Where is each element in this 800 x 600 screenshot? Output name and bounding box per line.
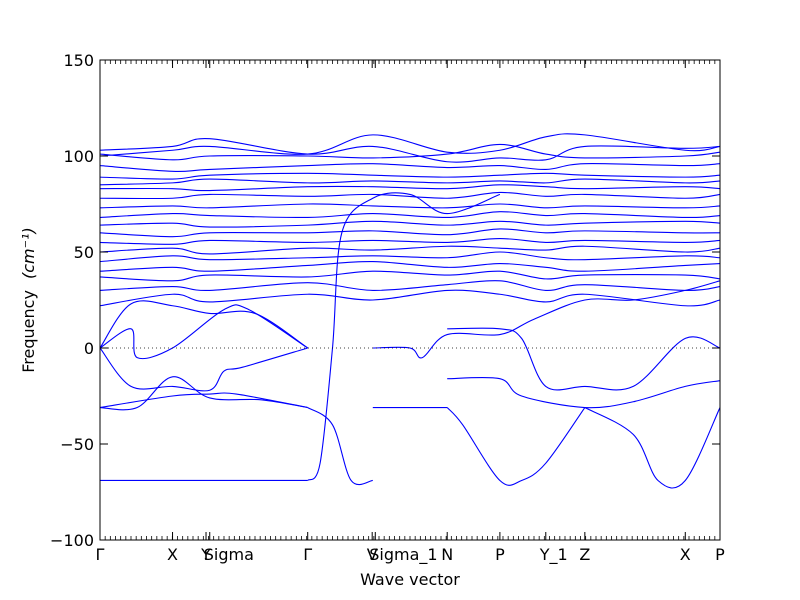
band-line-16 <box>100 270 720 282</box>
band-line-18 <box>100 251 720 263</box>
band-line-2 <box>307 407 373 486</box>
band-line-5 <box>584 407 720 489</box>
x-tick-label: Γ <box>303 545 312 564</box>
band-line-21 <box>100 228 720 238</box>
x-tick-label: P <box>495 545 505 564</box>
y-axis-label-unit: (cm⁻¹) <box>19 227 38 279</box>
band-line-14 <box>100 289 720 307</box>
y-axis-label-text: Frequency <box>19 290 38 373</box>
band-line-7 <box>100 376 308 411</box>
x-tick-label: Z <box>579 545 590 564</box>
y-tick-label: 100 <box>63 147 94 166</box>
band-line-1 <box>307 192 501 481</box>
band-line-8 <box>100 347 308 392</box>
band-line-23 <box>100 211 720 219</box>
x-tick-label: Y_1 <box>539 545 568 565</box>
band-line-17 <box>100 261 720 272</box>
band-line-29 <box>100 163 720 173</box>
band-line-26 <box>100 184 720 192</box>
band-line-19 <box>100 245 720 255</box>
band-line-30 <box>100 133 720 157</box>
x-tick-label: Y <box>200 545 211 564</box>
band-line-31 <box>100 143 720 161</box>
y-tick-label: 0 <box>84 339 94 358</box>
x-tick-label: Sigma_1 <box>369 545 437 565</box>
x-tick-label: X <box>167 545 178 564</box>
band-line-11 <box>447 376 720 409</box>
y-tick-label: −50 <box>60 435 94 454</box>
x-tick-label: Γ <box>96 545 105 564</box>
x-tick-label: V <box>367 545 378 564</box>
y-tick-label: 150 <box>63 51 94 70</box>
band-line-27 <box>100 178 720 186</box>
band-line-6 <box>100 392 308 409</box>
band-line-4 <box>446 407 586 486</box>
y-tick-label: 50 <box>74 243 94 262</box>
band-line-24 <box>100 203 720 209</box>
x-tick-label: P <box>715 545 725 564</box>
band-line-10 <box>100 300 309 349</box>
x-axis-label: Wave vector <box>360 570 460 589</box>
y-axis-label: Frequency (cm⁻¹) <box>19 227 38 372</box>
band-line-20 <box>100 238 720 245</box>
x-tick-label: X <box>680 545 691 564</box>
band-line-28 <box>100 172 720 180</box>
band-lines <box>100 133 720 489</box>
y-tick-label: −100 <box>50 531 94 550</box>
band-line-15 <box>100 280 720 291</box>
x-tick-label: N <box>441 545 453 564</box>
x-tick-label: Sigma <box>204 545 254 564</box>
band-line-12 <box>447 327 720 391</box>
band-line-25 <box>100 191 720 200</box>
band-line-32 <box>100 138 720 163</box>
band-line-13 <box>372 280 720 359</box>
band-line-22 <box>100 220 720 228</box>
